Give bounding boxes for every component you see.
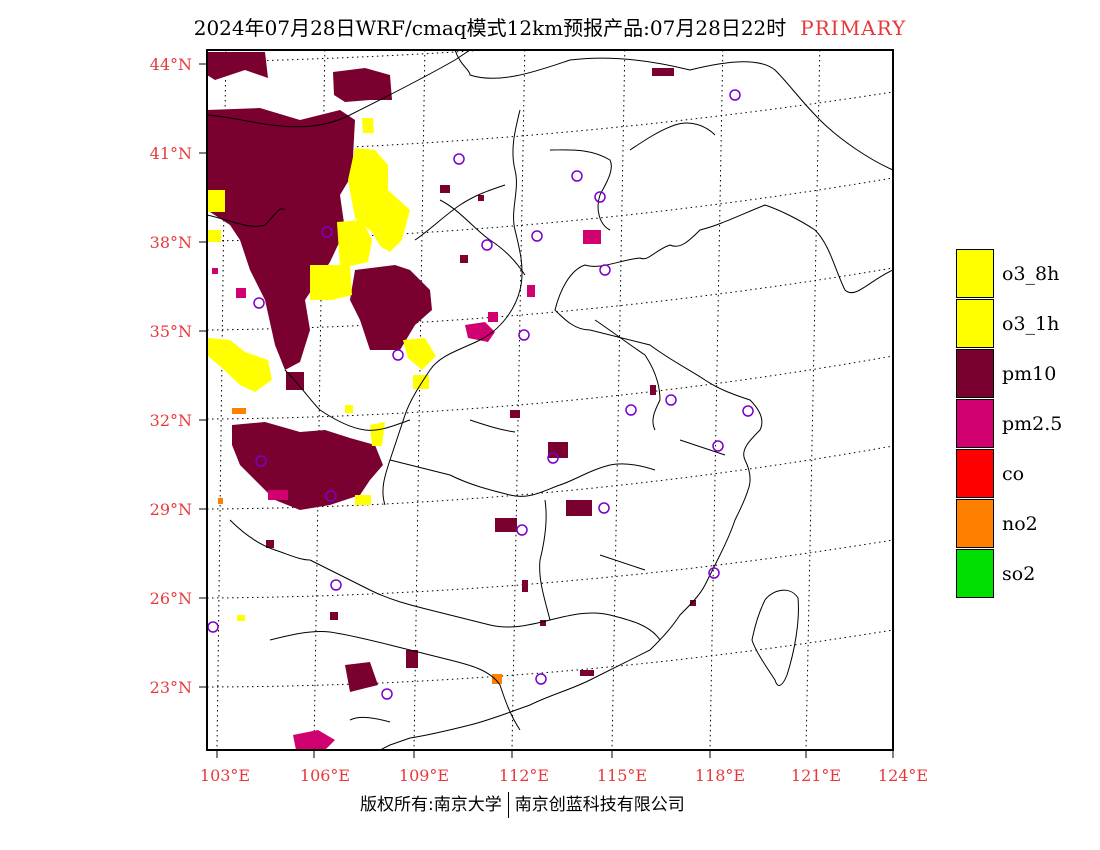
lat-label-41: 41°N: [149, 144, 192, 163]
boundary-lines: [207, 50, 893, 750]
meridians: [216, 50, 893, 750]
axis-ticks: [199, 63, 894, 758]
lat-label-23: 23°N: [149, 678, 192, 697]
legend-item-pm10: pm10: [956, 349, 1100, 399]
lat-label-26: 26°N: [149, 589, 192, 608]
o3-fields: [207, 118, 436, 621]
legend-label: so2: [1002, 563, 1036, 585]
lon-label-121: 121°E: [790, 766, 842, 785]
station-markers: [207, 89, 754, 700]
parallels: [207, 50, 893, 688]
legend-swatch: [956, 499, 994, 548]
legend-swatch: [956, 249, 994, 298]
legend-label: co: [1002, 463, 1025, 485]
map-frame: [206, 49, 894, 751]
lat-label-38: 38°N: [149, 233, 192, 252]
lon-label-115: 115°E: [596, 766, 648, 785]
title-text: 2024年07月28日WRF/cmaq模式12km预报产品:07月28日22时: [193, 16, 787, 40]
legend-item-pm25: pm2.5: [956, 399, 1100, 449]
copyright-footer: 版权所有:南京大学 南京创蓝科技有限公司: [360, 790, 685, 818]
lat-label-29: 29°N: [149, 500, 192, 519]
legend-item-co: co: [956, 449, 1100, 499]
legend-item-o3-8h: o3_8h: [956, 249, 1100, 299]
legend-label: o3_8h: [1002, 263, 1060, 285]
legend-swatch: [956, 349, 994, 398]
no2-fields: [218, 408, 502, 684]
map-title: 2024年07月28日WRF/cmaq模式12km预报产品:07月28日22时 P…: [0, 12, 1100, 41]
lon-label-109: 109°E: [398, 766, 450, 785]
lat-label-35: 35°N: [149, 322, 192, 341]
lon-label-103: 103°E: [199, 766, 251, 785]
legend-label: no2: [1002, 513, 1038, 535]
copyright-right: 南京创蓝科技有限公司: [514, 795, 685, 815]
legend-item-no2: no2: [956, 499, 1100, 549]
copyright-left: 版权所有:南京大学: [360, 795, 502, 815]
lon-label-118: 118°E: [694, 766, 746, 785]
legend-swatch: [956, 399, 994, 448]
lon-label-112: 112°E: [498, 766, 550, 785]
legend-label: o3_1h: [1002, 313, 1060, 335]
legend-item-so2: so2: [956, 549, 1100, 599]
pm25-fields: [212, 230, 601, 750]
legend: o3_8h o3_1h pm10 pm2.5 co no2 so2: [956, 249, 1100, 599]
legend-swatch: [956, 299, 994, 348]
legend-swatch: [956, 449, 994, 498]
legend-label: pm10: [1002, 363, 1057, 385]
lon-label-106: 106°E: [299, 766, 351, 785]
pm10-fields: [207, 52, 696, 692]
legend-item-o3-1h: o3_1h: [956, 299, 1100, 349]
map-content: [207, 50, 893, 750]
footer-separator: [507, 792, 509, 818]
primary-tag: PRIMARY: [800, 16, 907, 40]
lat-label-44: 44°N: [149, 55, 192, 74]
legend-label: pm2.5: [1002, 413, 1063, 435]
legend-swatch: [956, 549, 994, 598]
lat-label-32: 32°N: [149, 411, 192, 430]
lon-label-124: 124°E: [877, 766, 929, 785]
